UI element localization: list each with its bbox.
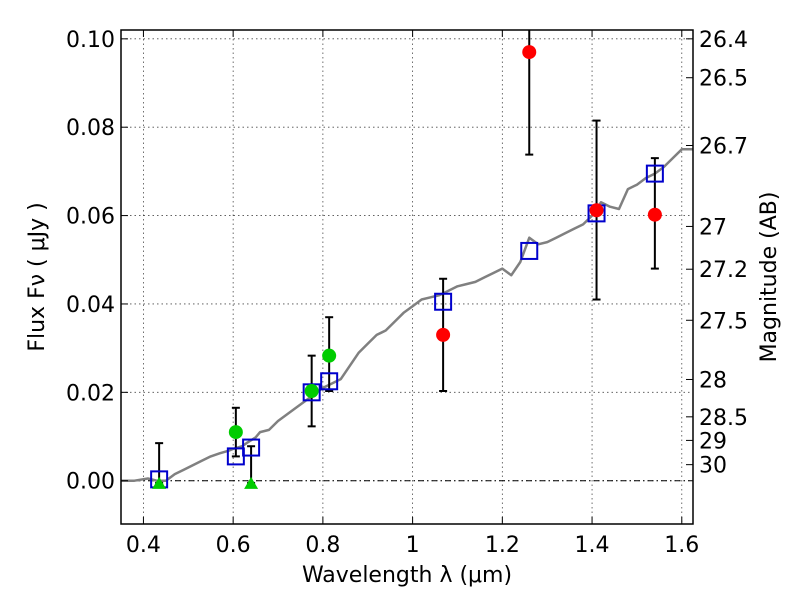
- model-photometry-point: [434, 292, 453, 311]
- y-tick-label: 0.08: [66, 116, 115, 141]
- data-point: [228, 425, 243, 440]
- data-point: [522, 45, 537, 60]
- x-tick-label: 0.8: [305, 533, 340, 558]
- upper-limit-point: [152, 476, 167, 489]
- tick-labels: 0.4 0.6 0.8 1 1.2 1.4 1.6 0.00 0.02 0.04 0.06 0.08 0…: [66, 28, 748, 558]
- y-axis-right-label: Magnitude (AB): [757, 192, 782, 363]
- y-axis-label: Flux Fν ( μJy ): [25, 202, 50, 351]
- model-photometry-point: [645, 164, 664, 183]
- right-tick-label: 28: [699, 368, 727, 393]
- x-tick-label: 1.6: [664, 533, 699, 558]
- model-photometry-point: [520, 241, 539, 260]
- right-tick-label: 26.5: [699, 67, 748, 92]
- x-tick-label: 0.6: [216, 533, 251, 558]
- y-tick-label: 0.04: [66, 293, 115, 318]
- right-tick-label: 28.5: [699, 406, 748, 431]
- model-photometry-point: [242, 438, 261, 457]
- data-point: [589, 203, 604, 218]
- y-tick-label: 0.00: [66, 470, 115, 495]
- y-tick-label: 0.10: [66, 28, 115, 53]
- x-tick-label: 0.4: [126, 533, 161, 558]
- y-tick-label: 0.02: [66, 381, 115, 406]
- right-tick-label: 30: [699, 454, 727, 479]
- right-tick-label: 27.2: [699, 258, 748, 283]
- model-photometry-point: [320, 372, 339, 391]
- data-point: [436, 327, 451, 342]
- right-tick-label: 26.7: [699, 135, 748, 160]
- ticks: [121, 30, 693, 524]
- x-tick-label: 1: [406, 533, 420, 558]
- right-tick-label: 26.4: [699, 28, 748, 53]
- x-tick-label: 1.4: [575, 533, 610, 558]
- x-tick-label: 1.2: [485, 533, 520, 558]
- model-spectrum-line: [121, 148, 693, 482]
- plot-frame: [120, 29, 694, 525]
- right-tick-label: 27: [699, 215, 727, 240]
- grid: [121, 30, 693, 524]
- plot-area: [121, 30, 693, 489]
- data-point: [304, 384, 319, 398]
- right-tick-label: 27.5: [699, 309, 748, 334]
- y-tick-label: 0.06: [66, 205, 115, 230]
- right-tick-label: 29: [699, 429, 727, 454]
- data-point: [647, 207, 662, 222]
- x-axis-label: Wavelength λ (μm): [302, 563, 512, 588]
- upper-limit-point: [244, 476, 259, 489]
- data-point: [322, 348, 337, 363]
